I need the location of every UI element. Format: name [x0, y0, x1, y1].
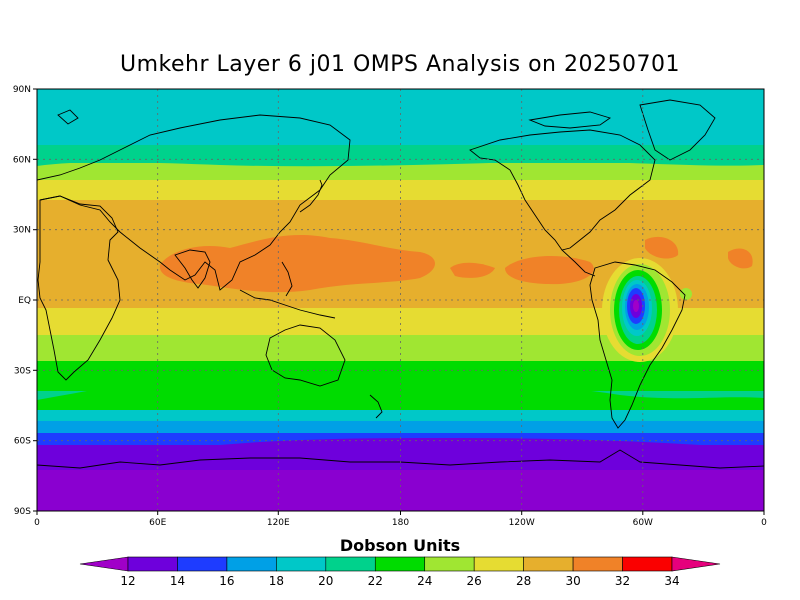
colorbar-tick-label: 32: [615, 574, 630, 588]
page-title: Umkehr Layer 6 j01 OMPS Analysis on 2025…: [120, 52, 680, 77]
philippines-outline: [281, 261, 293, 297]
antarctica-outline: [37, 449, 764, 469]
south-green-wave: [37, 374, 764, 410]
lon-label-60e: 60E: [149, 518, 166, 528]
svalbard-outline: [57, 109, 79, 125]
colorbar-arrow-high: [671, 556, 721, 572]
colorbar-swatch: [622, 556, 673, 572]
colorbar-tick-label: 12: [120, 574, 135, 588]
africa-outline: [37, 195, 121, 381]
arctic-islands-outline: [528, 111, 612, 129]
north-wave: [37, 89, 764, 113]
colorbar-tick-label: 18: [269, 574, 284, 588]
colorbar-tick-label: 28: [516, 574, 531, 588]
colorbar-swatch: [276, 556, 327, 572]
colorbar-arrow-low: [79, 556, 129, 572]
colorbar-tick-label: 20: [318, 574, 333, 588]
greenland-outline: [639, 99, 716, 161]
lon-label-120w: 120W: [509, 518, 535, 528]
colorbar-title: Dobson Units: [339, 536, 461, 555]
south-deep-purple: [37, 470, 764, 511]
orange-blob-west-pacific: [159, 235, 436, 293]
lon-label-60w: 60W: [633, 518, 653, 528]
lat-label-90s: 90S: [14, 507, 31, 517]
colorbar-swatch: [226, 556, 277, 572]
colorbar-swatch: [325, 556, 376, 572]
colorbar-swatch: [374, 556, 426, 572]
lat-labels: 90N 60N 30N EQ 30S 60S 90S: [13, 85, 31, 517]
coastlines: [37, 99, 764, 469]
colorbar-swatch: [523, 556, 574, 572]
colorbar-tick-label: 34: [664, 574, 679, 588]
anomaly-small-green: [680, 288, 692, 300]
colorbar-tick-label: 30: [565, 574, 580, 588]
orange-blob-africa: [728, 248, 753, 269]
lat-label-90n: 90N: [13, 85, 31, 95]
colorbar-tick-label: 14: [170, 574, 185, 588]
colorbar-swatch: [424, 556, 475, 572]
orange-blob-east-pacific: [505, 256, 594, 285]
colorbar-tick-label: 26: [467, 574, 482, 588]
lon-label-0-east: 0: [761, 518, 767, 528]
colorbar-swatch: [127, 556, 178, 572]
colorbar: 12 14 16 18 20 22 24 26 28 30 32 34: [79, 556, 721, 588]
se-asia-outline: [239, 289, 336, 319]
band-50n: [37, 163, 764, 181]
orange-blob-atlantic: [645, 236, 679, 259]
lat-label-30n: 30N: [13, 226, 31, 236]
tick-marks: [33, 88, 765, 515]
eurasia-outline: [37, 114, 351, 291]
lon-label-0-west: 0: [34, 518, 40, 528]
india-outline: [174, 249, 211, 289]
anomaly-core: [633, 300, 639, 312]
colorbar-tick-label: 16: [219, 574, 234, 588]
lon-label-120e: 120E: [267, 518, 290, 528]
colorbar-swatch: [572, 556, 623, 572]
orange-blob-central-pacific: [450, 262, 495, 278]
lat-label-60n: 60N: [13, 155, 31, 165]
lon-label-180: 180: [392, 518, 409, 528]
japan-outline: [299, 179, 323, 213]
south-america-outline: [589, 261, 686, 429]
colorbar-tick-label: 22: [368, 574, 383, 588]
new-zealand-outline: [369, 394, 383, 419]
lat-label-60s: 60S: [14, 437, 31, 447]
central-america-outline: [561, 249, 596, 277]
band-55s: [37, 421, 764, 435]
gridlines: [37, 89, 764, 511]
north-teal-wave: [37, 145, 764, 167]
lat-label-eq: EQ: [18, 296, 31, 306]
colorbar-swatch: [473, 556, 524, 572]
colorbar-swatch: [177, 556, 228, 572]
north-america-outline: [469, 129, 656, 251]
lon-labels: 0 60E 120E 180 120W 60W 0: [34, 518, 767, 528]
colorbar-tick-label: 24: [417, 574, 432, 588]
lat-label-30s: 30S: [14, 366, 31, 376]
